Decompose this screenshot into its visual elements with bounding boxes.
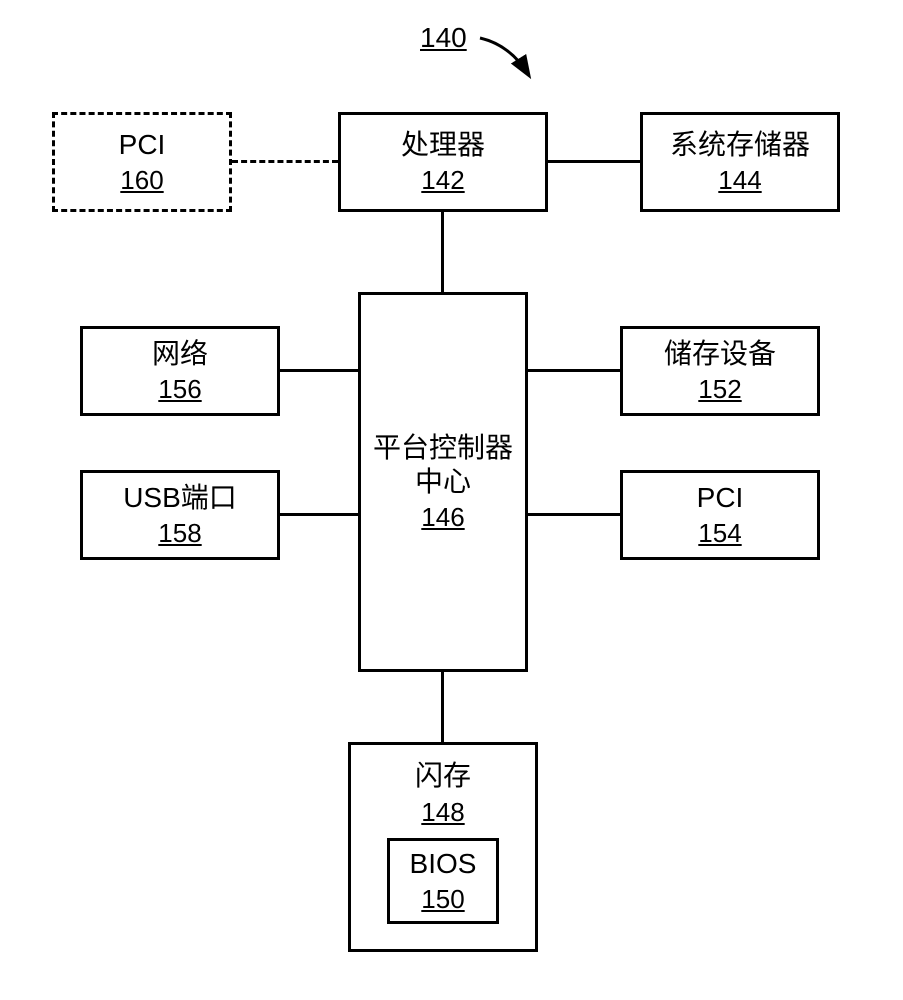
node-flash: 闪存 148 BIOS 150 [348, 742, 538, 952]
node-bios: BIOS 150 [387, 838, 500, 925]
node-pch: 平台控制器 中心 146 [358, 292, 528, 672]
node-label: 平台控制器 中心 [373, 431, 513, 498]
title-arrow-icon [470, 30, 550, 90]
node-number: 160 [120, 165, 163, 196]
node-system-memory: 系统存储器 144 [640, 112, 840, 212]
edge-pci-processor [232, 160, 338, 163]
diagram-title: 140 [420, 22, 467, 54]
node-number: 144 [718, 165, 761, 196]
node-pci-bottom: PCI 154 [620, 470, 820, 560]
node-label: USB端口 [123, 481, 237, 515]
edge-pch-flash [441, 672, 444, 742]
edge-storage-pch [528, 369, 620, 372]
node-label: 处理器 [401, 128, 485, 162]
node-number: 148 [421, 797, 464, 828]
edge-pcibot-pch [528, 513, 620, 516]
diagram-canvas: 140 PCI 160 处理器 142 系统存储器 144 平台控制器 中心 1… [0, 0, 903, 1000]
node-label: 闪存 [415, 759, 471, 793]
edge-processor-sysmem [548, 160, 640, 163]
node-number: 156 [158, 374, 201, 405]
node-processor: 处理器 142 [338, 112, 548, 212]
node-number: 154 [698, 518, 741, 549]
node-usb: USB端口 158 [80, 470, 280, 560]
node-number: 150 [421, 884, 464, 915]
node-number: 146 [421, 502, 464, 533]
node-label: 网络 [152, 337, 208, 371]
node-label: PCI [119, 128, 166, 162]
node-label: PCI [697, 481, 744, 515]
node-label: 储存设备 [664, 337, 776, 371]
edge-processor-pch [441, 212, 444, 292]
node-number: 158 [158, 518, 201, 549]
edge-network-pch [280, 369, 358, 372]
node-number: 142 [421, 165, 464, 196]
node-number: 152 [698, 374, 741, 405]
node-storage: 储存设备 152 [620, 326, 820, 416]
edge-usb-pch [280, 513, 358, 516]
node-pci-top: PCI 160 [52, 112, 232, 212]
node-label: BIOS [410, 847, 477, 881]
node-network: 网络 156 [80, 326, 280, 416]
node-label: 系统存储器 [670, 128, 810, 162]
